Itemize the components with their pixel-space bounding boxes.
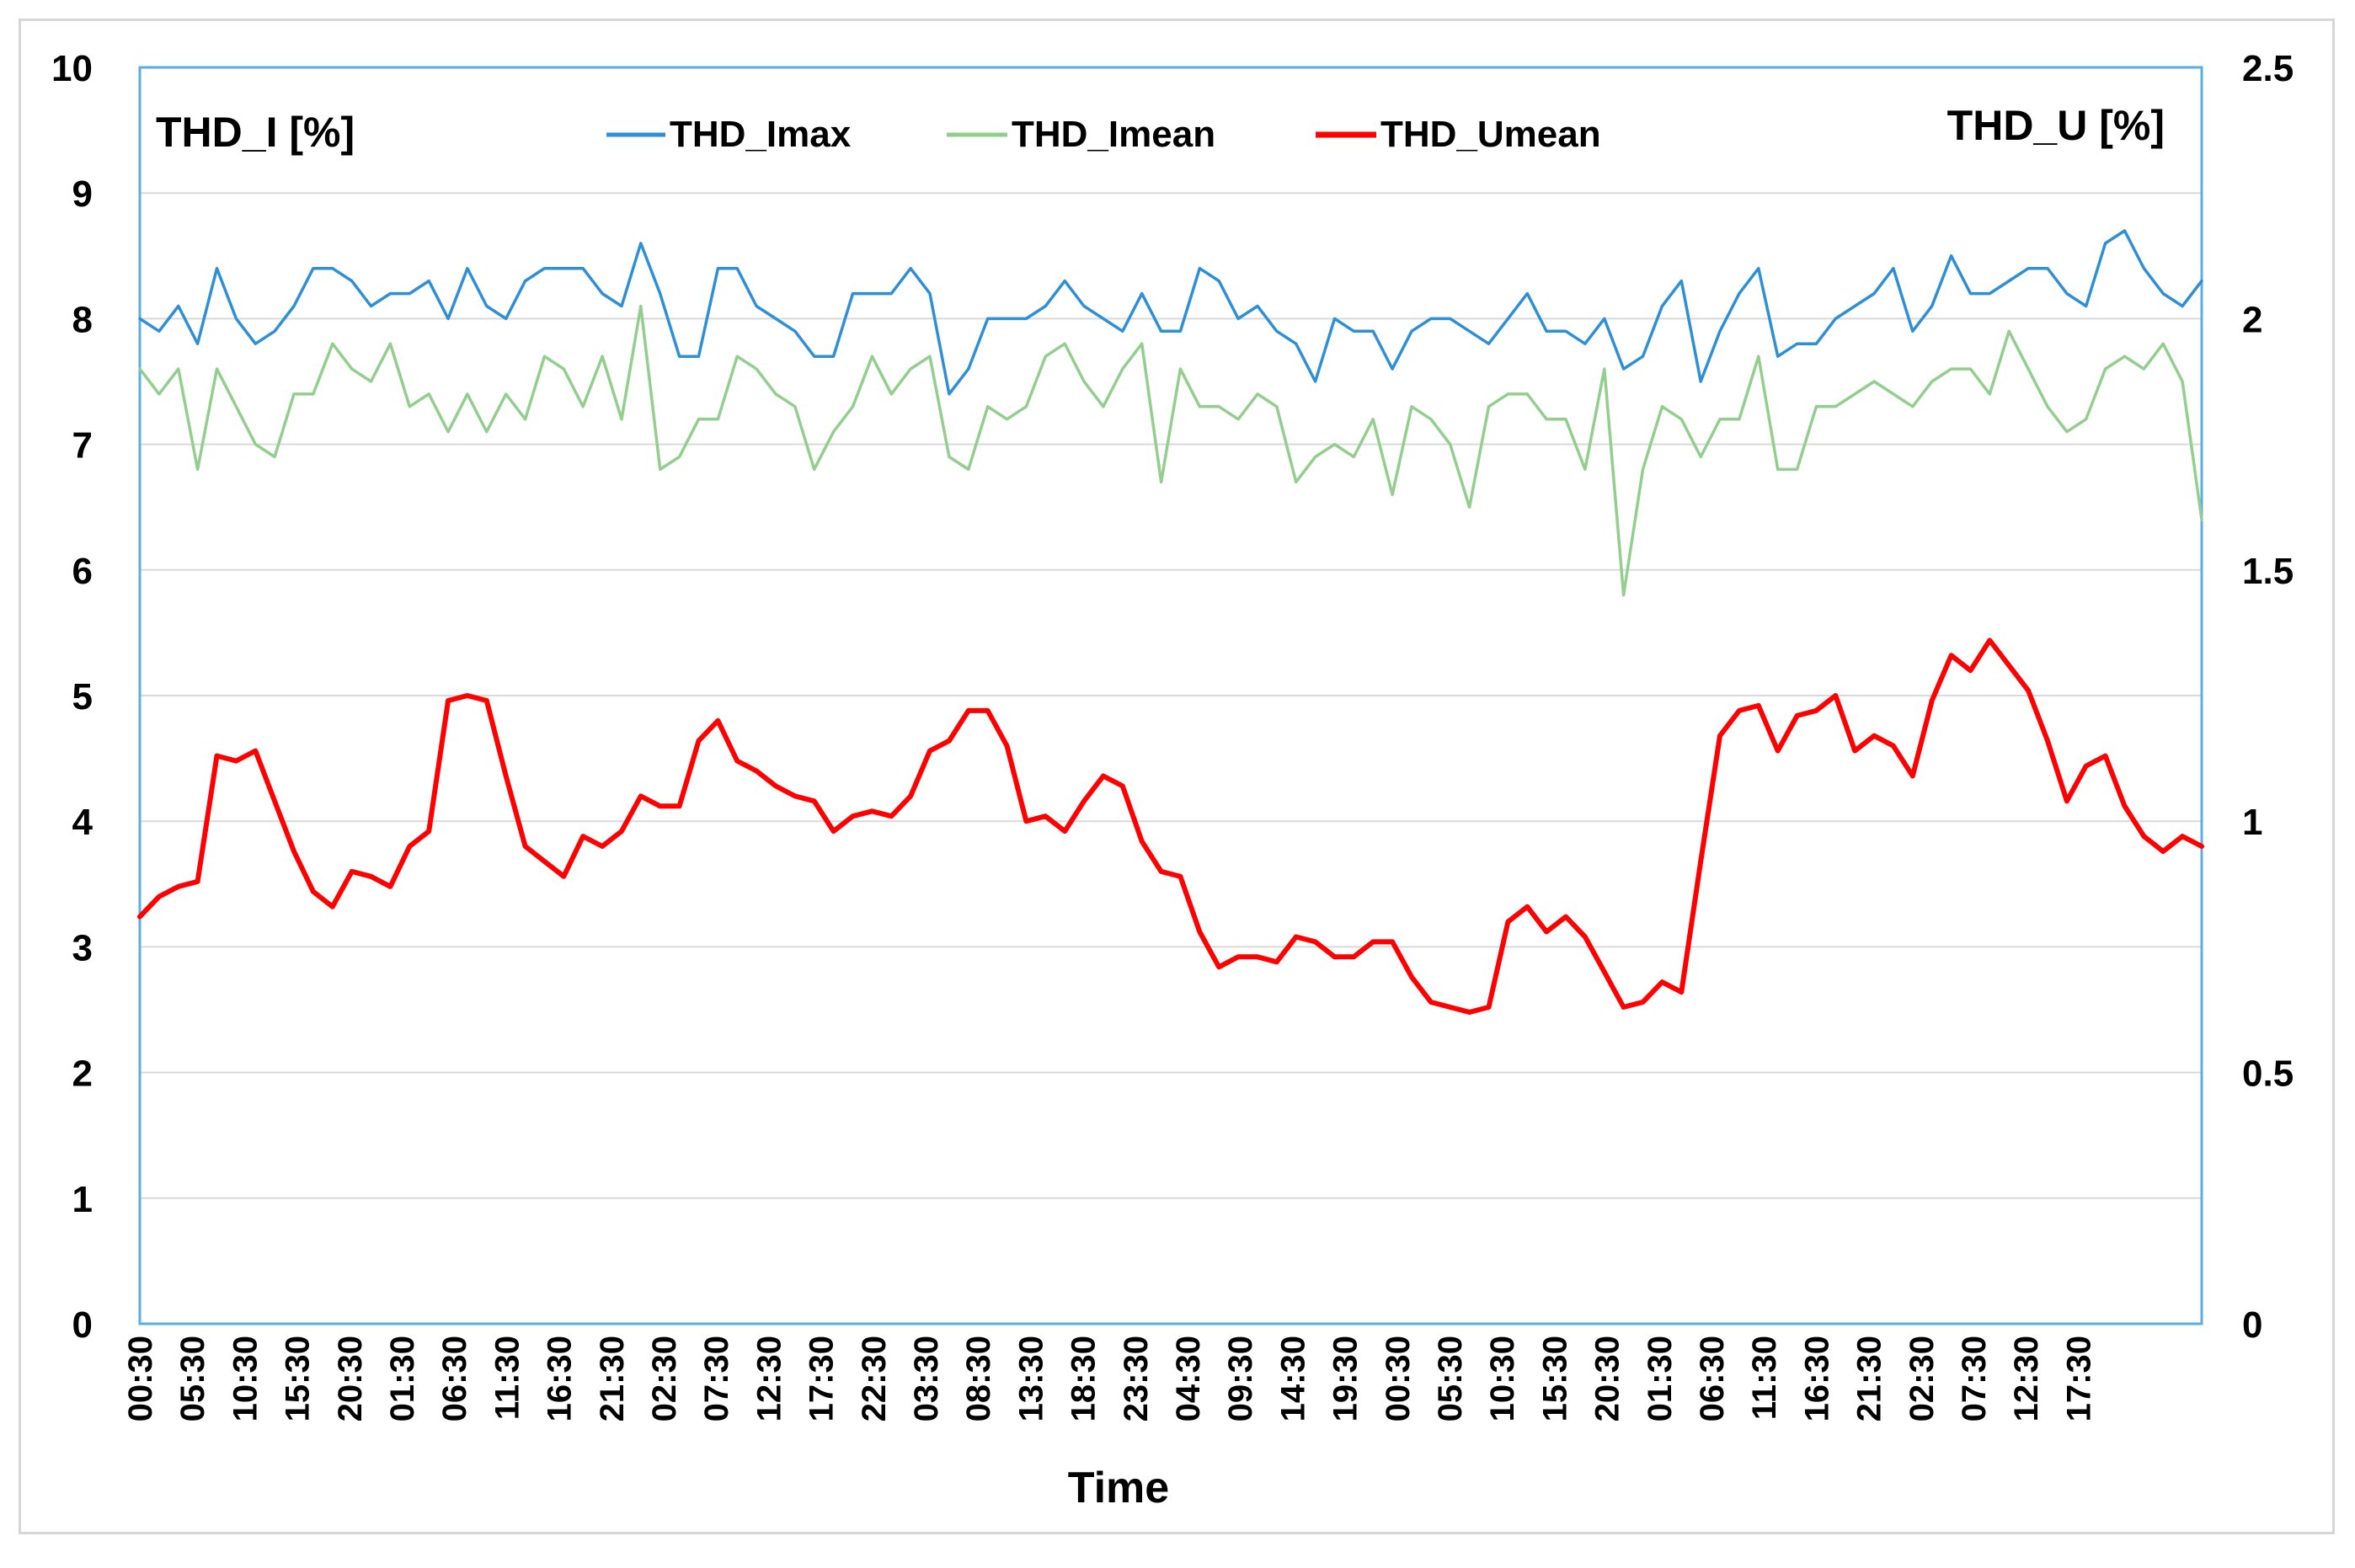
- x-tick-label: 14:30: [1274, 1336, 1311, 1421]
- left-axis-ticks: 0 1 2 3 4 5 6 7 8 9 10: [51, 48, 93, 1346]
- left-tick-label: 7: [72, 425, 93, 467]
- x-tick-label: 16:30: [1798, 1336, 1835, 1421]
- left-tick-label: 3: [72, 927, 93, 968]
- right-tick-label: 0.5: [2242, 1053, 2294, 1095]
- x-tick-label: 06:30: [1694, 1336, 1731, 1421]
- x-tick-label: 22:30: [856, 1336, 893, 1421]
- right-tick-label: 2: [2242, 299, 2262, 340]
- left-tick-label: 6: [72, 551, 93, 592]
- x-tick-label: 06:30: [436, 1336, 473, 1421]
- x-tick-label: 02:30: [646, 1336, 683, 1421]
- x-tick-label: 11:30: [1746, 1336, 1783, 1420]
- x-tick-label: 02:30: [1904, 1336, 1941, 1421]
- x-axis-title: Time: [1068, 1464, 1169, 1512]
- x-tick-label: 01:30: [1642, 1336, 1679, 1421]
- x-axis-ticks: 00:30 05:30 10:30 15:30 20:30 01:30 06:30 11:30…: [122, 1336, 2097, 1421]
- x-tick-label: 12:30: [750, 1336, 788, 1421]
- series-line-thd-umean: [137, 637, 2204, 1015]
- x-tick-label: 18:30: [1065, 1336, 1103, 1421]
- x-tick-label: 21:30: [594, 1336, 631, 1421]
- x-tick-label: 20:30: [1589, 1336, 1626, 1421]
- series-line-thd-imean: [138, 304, 2203, 597]
- right-tick-label: 0: [2242, 1304, 2262, 1346]
- x-tick-label: 04:30: [1170, 1336, 1207, 1421]
- legend-label-thd-umean: THD_Umean: [1380, 114, 1601, 155]
- left-tick-label: 4: [72, 802, 93, 843]
- x-tick-label: 16:30: [542, 1336, 579, 1421]
- right-axis-label: THD_U [%]: [1947, 102, 2165, 149]
- x-tick-label: 05:30: [174, 1336, 211, 1421]
- x-tick-label: 10:30: [1484, 1336, 1521, 1421]
- x-tick-label: 09:30: [1222, 1336, 1259, 1421]
- x-tick-label: 00:30: [122, 1336, 159, 1421]
- x-tick-label: 01:30: [384, 1336, 421, 1421]
- x-tick-label: 20:30: [332, 1336, 369, 1421]
- right-tick-label: 1.5: [2242, 551, 2294, 592]
- x-tick-label: 03:30: [908, 1336, 945, 1421]
- left-tick-label: 8: [72, 299, 93, 340]
- series-line-thd-imax: [138, 229, 2203, 396]
- x-tick-label: 08:30: [960, 1336, 997, 1421]
- x-tick-label: 07:30: [1956, 1336, 1993, 1421]
- x-tick-label: 17:30: [2060, 1336, 2097, 1421]
- series-layer: [137, 229, 2204, 1015]
- x-tick-label: 15:30: [1536, 1336, 1573, 1421]
- left-tick-label: 0: [72, 1304, 93, 1346]
- left-tick-label: 2: [72, 1053, 93, 1095]
- x-tick-label: 05:30: [1432, 1336, 1469, 1421]
- left-tick-label: 10: [51, 48, 93, 89]
- x-tick-label: 13:30: [1012, 1336, 1049, 1421]
- x-tick-label: 21:30: [1851, 1336, 1888, 1421]
- x-tick-label: 19:30: [1327, 1336, 1364, 1421]
- x-tick-label: 15:30: [280, 1336, 317, 1421]
- left-tick-label: 5: [72, 676, 93, 717]
- legend-label-thd-imean: THD_Imean: [1012, 114, 1215, 155]
- x-tick-label: 00:30: [1380, 1336, 1417, 1421]
- legend-label-thd-imax: THD_Imax: [670, 114, 852, 155]
- x-tick-label: 23:30: [1118, 1336, 1155, 1421]
- x-tick-label: 07:30: [698, 1336, 735, 1421]
- grid-layer: [140, 192, 2202, 1199]
- legend: THD_Imax THD_Imean THD_Umean: [606, 114, 1601, 155]
- x-tick-label: 17:30: [804, 1336, 841, 1421]
- left-tick-label: 1: [72, 1179, 93, 1220]
- plot-area-border: [138, 66, 2203, 1325]
- right-axis-ticks: 0 0.5 1 1.5 2 2.5: [2242, 48, 2294, 1346]
- x-tick-label: 12:30: [2008, 1336, 2045, 1421]
- x-tick-label: 10:30: [227, 1336, 264, 1421]
- right-tick-label: 2.5: [2242, 48, 2294, 89]
- right-tick-label: 1: [2242, 802, 2262, 843]
- left-axis-label: THD_I [%]: [156, 109, 355, 156]
- left-tick-label: 9: [72, 173, 93, 215]
- x-tick-label: 11:30: [489, 1336, 526, 1420]
- chart-frame: [19, 19, 2335, 1534]
